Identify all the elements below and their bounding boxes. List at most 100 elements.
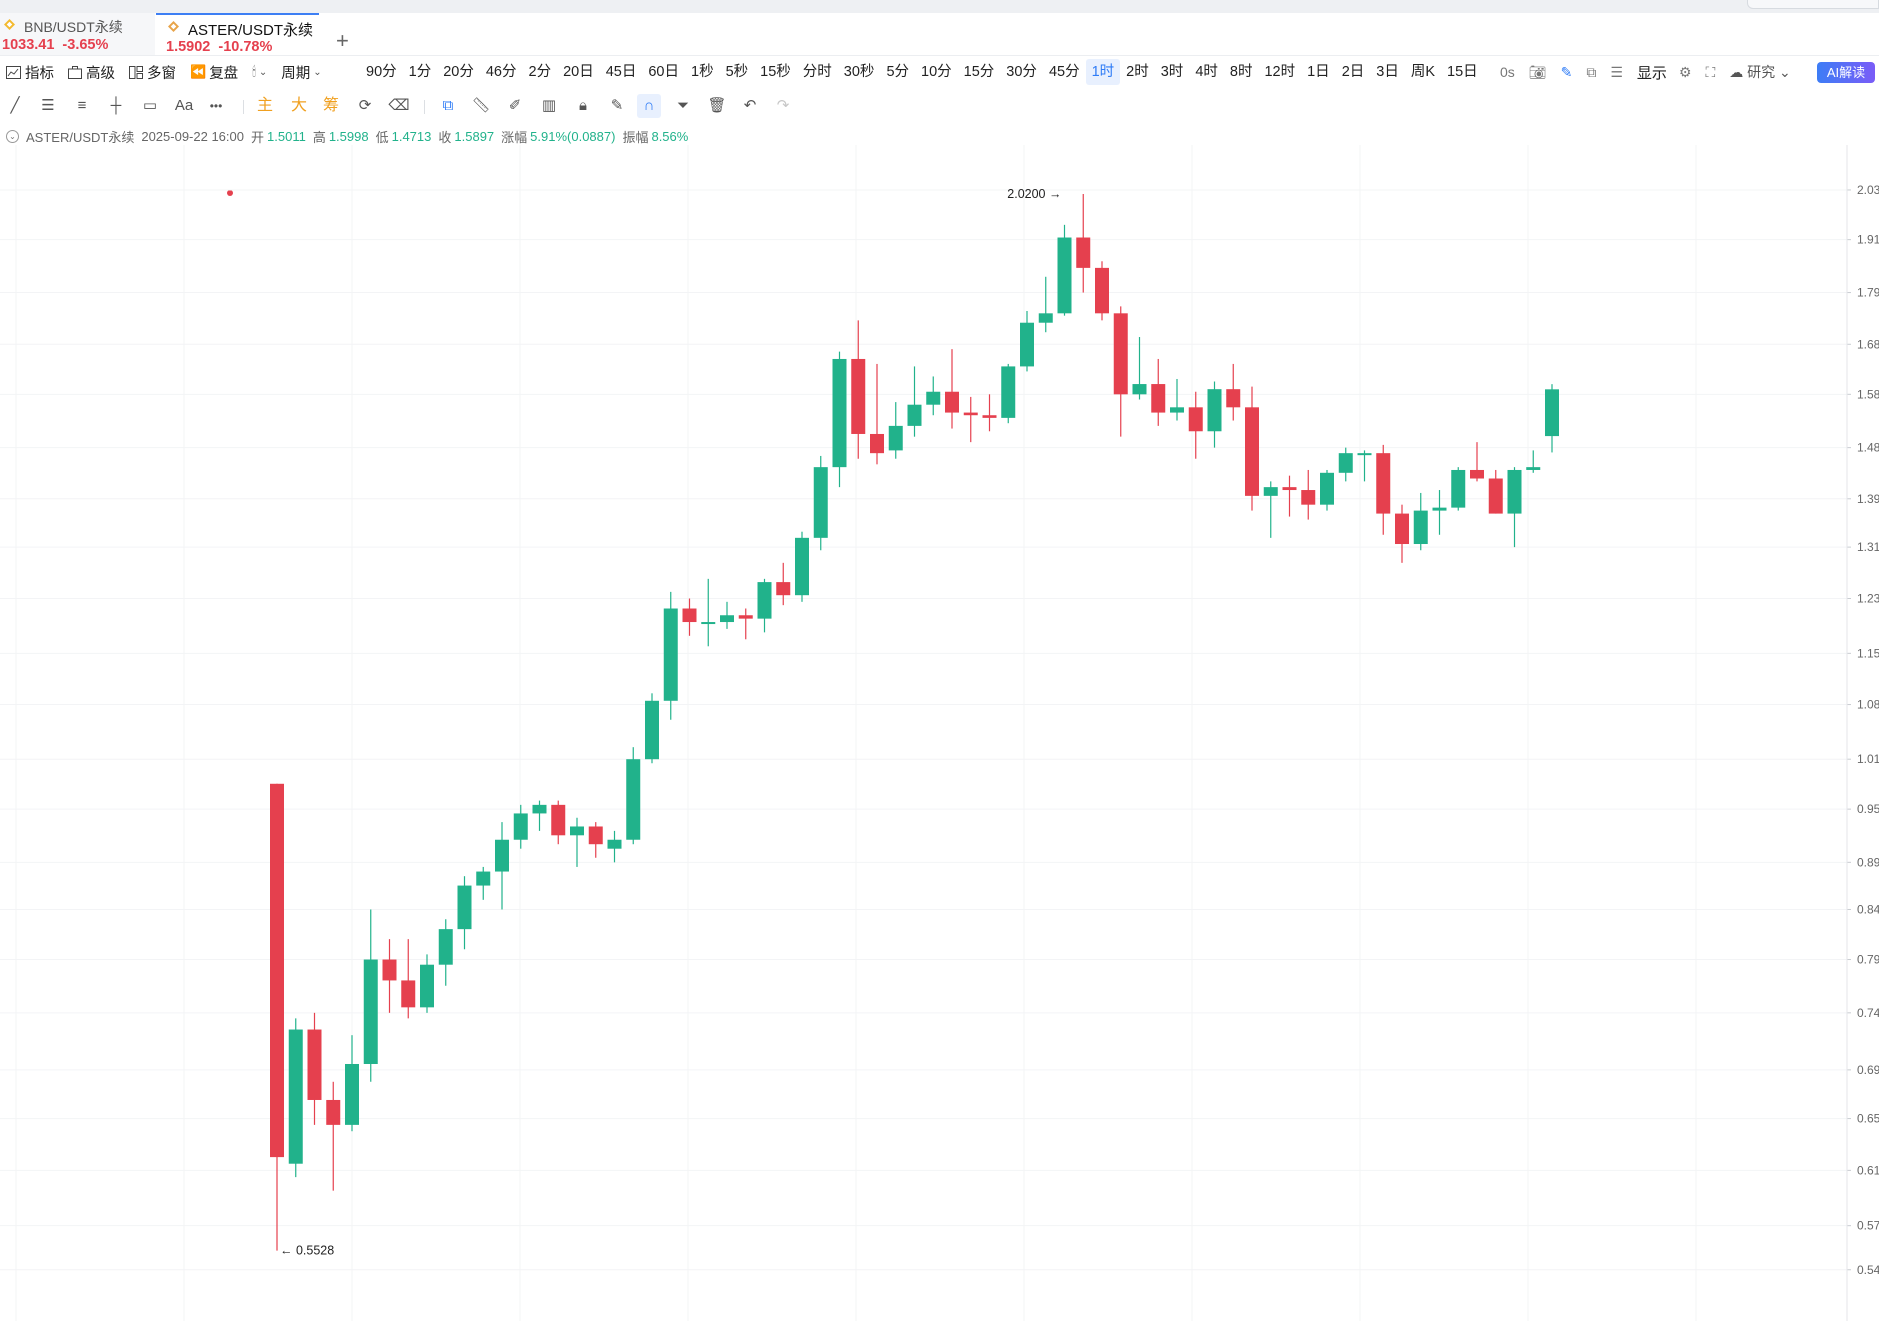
candle-down [738,615,753,619]
candle-up [907,404,922,426]
multi-window-icon [129,65,143,79]
candlestick-chart[interactable]: 2.03 1.91 1.79 1.68 1.58 1.48 1.39 1.31 1.23 1.15… [0,145,1879,1321]
candle-down [1488,478,1503,514]
period-option[interactable]: 1分 [408,64,432,80]
period-option[interactable]: 30分 [1006,64,1037,80]
period-option[interactable]: 2时 [1126,64,1149,80]
candle-up [607,839,622,849]
period-option[interactable]: 30秒 [843,64,875,80]
period-option[interactable]: 1秒 [691,64,714,80]
sync-icon[interactable]: ⟳ [358,97,372,114]
period-option[interactable]: 8时 [1229,64,1253,80]
period-option[interactable]: 60日 [648,64,679,80]
period-option[interactable]: 45分 [1048,64,1080,80]
lock-icon[interactable]: 🔒︎ [579,97,587,114]
window-corner-control[interactable] [1747,0,1879,9]
period-option[interactable]: 1日 [1307,64,1330,80]
parallel-channel-icon[interactable]: ≡ [77,97,87,114]
main-indicator-button[interactable]: 主 [256,97,273,114]
period-option[interactable]: 10分 [921,64,952,80]
tab-aster[interactable]: ASTER/USDT永续 1.5902 -10.78% [156,13,319,55]
candle-down [682,608,697,623]
fullscreen-icon[interactable]: ⛶ [1705,63,1716,80]
undo-icon[interactable]: ↶ [743,97,757,114]
period-option[interactable]: 12时 [1264,64,1296,80]
ruler-icon[interactable]: 📏︎ [471,97,491,114]
period-option[interactable]: 2分 [528,64,552,80]
text-tool-icon[interactable]: Aa [174,97,194,114]
add-tab-button[interactable]: + [336,28,349,53]
research-button[interactable]: ☁ 研究 ⌄ [1729,64,1791,80]
period-option[interactable]: 20分 [443,64,474,80]
magnet-icon[interactable]: ∩ [637,94,661,118]
replay-button[interactable]: ⏪ 复盘 [190,62,238,83]
period-menu-button[interactable]: 周期 ⌄ [281,62,321,83]
period-option[interactable]: 15秒 [760,64,791,80]
candle-up [495,839,509,872]
period-option[interactable]: 3日 [1376,64,1399,80]
y-axis-tick-label: 0.84 [1857,902,1879,916]
ai-interpret-button[interactable]: AI解读 [1817,62,1875,83]
period-option[interactable]: 5秒 [725,64,749,80]
candles-icon[interactable]: ▥ [541,97,557,114]
period-option[interactable]: 90分 [366,64,397,80]
notes-icon[interactable]: ✎ [610,97,624,114]
rewind-icon: ⏪ [190,64,207,79]
eraser-icon[interactable]: ⌫ [388,97,410,114]
ohlc-change: 5.91%(0.0887) [530,128,616,144]
period-option[interactable]: 45日 [605,64,637,80]
candle-down [1151,384,1166,413]
big-order-button[interactable]: 大 [290,97,307,114]
copy-icon[interactable]: ⧉ [442,97,454,114]
briefcase-icon [68,65,82,79]
candle-up [1057,237,1072,314]
period-option[interactable]: 5分 [886,64,910,80]
candle-down [1376,453,1391,514]
candle-up [532,804,547,814]
chart-type-dropdown[interactable]: 🕯 ⌄ [252,64,267,80]
y-axis-tick-label: 1.08 [1857,698,1879,712]
period-option[interactable]: 15日 [1447,64,1478,80]
indicator-chart-icon [6,65,21,79]
y-axis-tick-label: 1.31 [1857,540,1879,554]
horizontal-ray-icon[interactable]: ┼ [110,97,122,114]
display-button[interactable]: 显示 [1636,64,1667,82]
trash-icon[interactable]: 🗑︎ [707,97,727,114]
multi-window-button[interactable]: 多窗 [129,62,176,83]
period-option[interactable]: 1时 [1085,59,1121,85]
rectangle-icon[interactable]: ▭ [142,97,158,114]
layout-icon[interactable]: ⧉ [1586,63,1597,80]
filter-icon[interactable]: ⏷ [676,97,689,114]
more-tools-icon[interactable]: ••• [209,99,223,113]
pencil-icon[interactable]: ✎ [1560,63,1573,80]
advanced-button[interactable]: 高级 [68,62,115,83]
trend-line-icon[interactable]: ╱ [10,97,20,114]
camera-icon[interactable]: 📷︎ [1528,63,1547,80]
period-option[interactable]: 46分 [485,64,517,80]
redo-icon[interactable]: ↷ [776,97,790,114]
brush-icon[interactable]: ✐ [508,97,522,114]
chips-button[interactable]: 筹 [322,97,339,114]
period-option[interactable]: 4时 [1195,64,1218,80]
period-option[interactable]: 周K [1410,64,1436,80]
horizontal-lines-icon[interactable]: ☰ [41,97,55,114]
period-option[interactable]: 20日 [563,64,594,80]
bnb-coin-icon [4,19,15,30]
candle-up [832,358,847,468]
period-list: 90分 1分 20分 46分 2分 20日 45日 60日 1秒 5秒 15秒 分时 30秒 5分 10分 1… [360,56,1484,88]
tab-aster-price: 1.5902 [166,39,211,55]
period-option[interactable]: 2日 [1341,64,1365,80]
collapse-chevron-icon[interactable]: ⌄ [6,129,19,143]
indicators-button[interactable]: 指标 [6,62,54,83]
settings-gear-icon[interactable]: ⚙ [1678,63,1692,80]
y-axis-tick-label: 0.95 [1857,802,1879,816]
tab-bnb[interactable]: BNB/USDT永续 1033.41 -3.65% [0,13,155,55]
list-icon[interactable]: ☰ [1610,63,1623,80]
candle-down [1188,407,1203,432]
candlestick-type-icon: 🕯 [252,64,256,79]
candle-up [1507,469,1522,514]
y-axis-tick-label: 0.61 [1857,1163,1879,1177]
period-option[interactable]: 3时 [1160,64,1184,80]
period-option[interactable]: 15分 [963,64,995,80]
period-option[interactable]: 分时 [802,64,832,80]
